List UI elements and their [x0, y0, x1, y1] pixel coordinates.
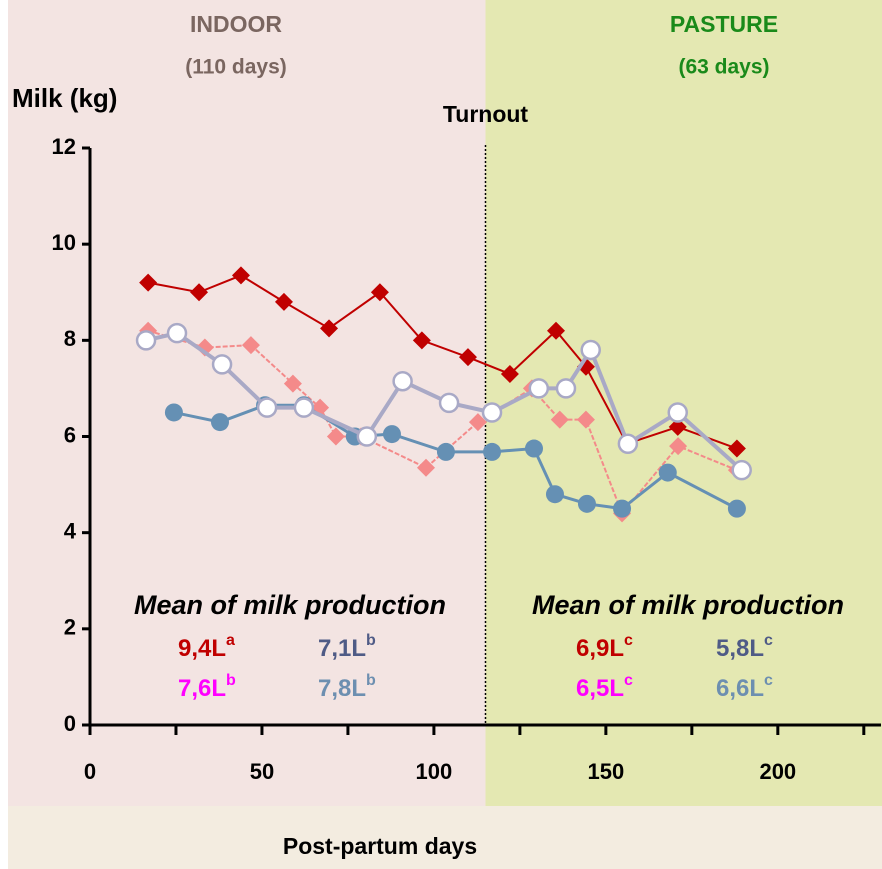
region-title: INDOOR [190, 11, 282, 37]
data-point [139, 273, 158, 292]
mean-text: 7,6L [178, 675, 226, 702]
mean-superscript: a [226, 632, 235, 649]
y-tick-label: 10 [52, 230, 76, 255]
data-point [417, 458, 436, 477]
mean-text: 7,1L [318, 635, 366, 662]
mean-superscript: c [624, 632, 633, 649]
data-point [412, 331, 431, 350]
data-point [274, 292, 293, 311]
mean-value: 6,5Lc [576, 672, 633, 702]
data-point [195, 338, 214, 357]
x-axis-label: Post-partum days [283, 833, 477, 859]
data-point [326, 427, 345, 446]
data-point [500, 364, 519, 383]
data-point [293, 397, 315, 418]
mean-superscript: b [226, 672, 236, 689]
mean-superscript: b [366, 632, 376, 649]
mean-heading: Mean of milk production [532, 590, 844, 620]
x-tick-label: 50 [250, 759, 274, 784]
data-point [468, 413, 487, 432]
data-point [256, 397, 278, 418]
data-point [528, 378, 550, 399]
data-point [458, 348, 477, 367]
data-point [241, 336, 260, 355]
data-point [667, 402, 688, 423]
mean-value: 9,4La [178, 632, 235, 662]
mean-value: 7,1Lb [318, 632, 376, 662]
data-point [577, 494, 596, 513]
data-point [668, 417, 687, 436]
y-tick-label: 8 [64, 326, 76, 351]
data-point [613, 499, 632, 518]
data-point [727, 499, 746, 518]
data-point [231, 266, 250, 285]
data-point [580, 339, 601, 361]
data-point [555, 378, 577, 399]
data-point [382, 425, 401, 444]
data-point [436, 442, 455, 461]
data-point [164, 403, 183, 422]
mean-heading: Mean of milk production [134, 590, 446, 620]
mean-superscript: c [624, 672, 633, 689]
data-point [545, 485, 564, 504]
data-point [731, 459, 752, 481]
data-point [617, 433, 639, 454]
data-point [370, 283, 389, 302]
mean-value: 6,6Lc [716, 672, 773, 702]
mean-value: 7,6Lb [178, 672, 236, 702]
data-point [283, 374, 302, 393]
y-tick-label: 2 [64, 615, 76, 640]
data-point [550, 410, 569, 429]
mean-text: 9,4L [178, 635, 226, 662]
x-tick-label: 100 [416, 759, 453, 784]
mean-superscript: b [366, 672, 376, 689]
data-point [658, 463, 677, 482]
y-tick-label: 12 [52, 134, 76, 159]
data-point [135, 330, 157, 351]
data-point [483, 442, 502, 461]
turnout-label: Turnout [443, 101, 528, 127]
data-point [210, 413, 229, 432]
series-line [147, 329, 738, 516]
data-point [481, 402, 503, 423]
region-title: PASTURE [670, 11, 778, 37]
data-point [356, 426, 378, 447]
mean-text: 6,5L [576, 675, 624, 702]
data-point [547, 321, 566, 340]
y-tick-label: 6 [64, 422, 76, 447]
data-point [211, 354, 233, 375]
data-point [392, 370, 413, 392]
y-tick-label: 0 [64, 711, 76, 736]
mean-value: 5,8Lc [716, 632, 773, 662]
pasture-region [485, 0, 882, 806]
mean-superscript: c [764, 672, 773, 689]
x-tick-label: 150 [588, 759, 625, 784]
data-point [320, 319, 339, 338]
mean-text: 7,8L [318, 675, 366, 702]
data-point [576, 410, 595, 429]
data-point [166, 322, 188, 344]
mean-text: 6,9L [576, 635, 624, 662]
y-tick-label: 4 [64, 518, 77, 543]
mean-text: 6,6L [716, 675, 764, 702]
data-point [669, 437, 688, 456]
region-subtitle: (110 days) [185, 56, 287, 79]
indoor-region [8, 0, 486, 806]
series-line [147, 274, 738, 450]
data-point [190, 283, 209, 302]
mean-value: 7,8Lb [318, 672, 376, 702]
y-axis-label: Milk (kg) [12, 83, 117, 113]
data-point [524, 439, 543, 458]
x-tick-label: 0 [84, 759, 96, 784]
mean-superscript: c [764, 632, 773, 649]
x-tick-label: 200 [759, 759, 796, 784]
mean-text: 5,8L [716, 635, 764, 662]
data-point [438, 392, 460, 414]
mean-value: 6,9Lc [576, 632, 633, 662]
region-subtitle: (63 days) [678, 56, 769, 79]
data-point [727, 439, 746, 458]
